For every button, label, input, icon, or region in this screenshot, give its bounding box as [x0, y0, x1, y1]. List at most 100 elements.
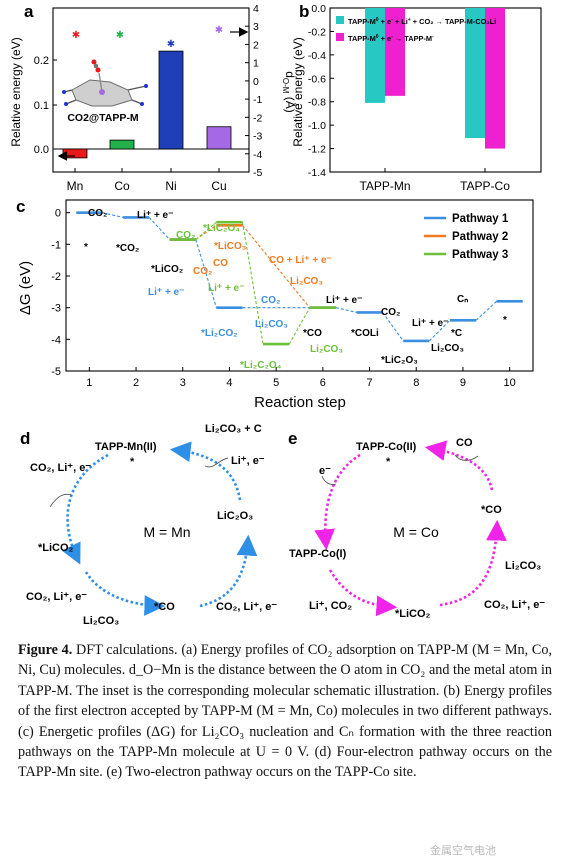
panel-c-yticks: -5 -4 -3 -2 -1 0	[51, 208, 70, 378]
panel-a-chart: 0.0 0.1 0.2 Relative energy (eV) -5-4-3-…	[9, 3, 298, 193]
c-connector-s1-1	[102, 212, 124, 218]
c-ann-li2c2o4: *Li₂C₂O₄	[240, 360, 282, 371]
legend-entry-2: TAPP-M0 + e- → TAPP-M-	[348, 34, 434, 43]
y2tick-3: -2	[253, 112, 262, 124]
e-li2co3: Li₂CO₃	[505, 560, 541, 572]
panel-c-series	[76, 211, 523, 346]
c-ann-co2-2: CO₂	[381, 307, 400, 318]
panel-a-yticks: 0.0 0.1 0.2	[34, 55, 57, 156]
c-xtick-9: 10	[504, 377, 516, 389]
e-hook-left	[321, 475, 337, 485]
c-ytick-4: -1	[51, 239, 61, 251]
caption-text: DFT calculations. (a) Energy profiles of…	[18, 642, 552, 781]
c-xtick-5: 6	[320, 377, 326, 389]
y2tick-2: -3	[253, 131, 262, 143]
panel-a-xticks: Mn Co Ni Cu	[67, 168, 227, 193]
panel-c-label: c	[16, 197, 25, 216]
xtick-ni: Ni	[165, 179, 176, 193]
panel-a-y2ticks: -5 -4 -3 -2 -1 0 1 2 3 4	[245, 3, 262, 179]
c-xtick-6: 7	[366, 377, 372, 389]
panel-b-legend: TAPP-M0 + e- + Li+ + CO₂ → TAPP-M-CO₂Li …	[336, 16, 496, 43]
b-bar-tapp-mn-s1	[365, 8, 385, 103]
c-ann-li2co3-2: Li₂CO₃	[431, 343, 464, 354]
e-lico2: *LiCO₂	[395, 608, 431, 620]
e-top-star: *	[386, 456, 391, 468]
b-bar-tapp-co-s1	[465, 8, 485, 139]
panel-a-label: a	[24, 2, 34, 21]
legend-1-lisup: +	[408, 17, 411, 23]
xtick-co: Co	[114, 179, 130, 193]
legend-entry-1: TAPP-M0 + e- + Li+ + CO₂ → TAPP-M-CO₂Li	[348, 17, 496, 26]
legend-1-tail: + CO₂ → TAPP-M-CO₂Li	[411, 17, 496, 26]
d-arrow-top	[169, 441, 242, 501]
b-ytick-7: 0.0	[311, 3, 326, 15]
c-ann-coli: *COLi	[351, 328, 379, 339]
panel-b-chart: -1.4 -1.2 -1.0 -0.8 -0.6 -0.4 -0.2 0.0 Relative…	[291, 3, 542, 193]
c-xtick-3: 4	[226, 377, 232, 389]
c-ann-li2co3-blue: Li₂CO₃	[255, 319, 288, 330]
panel-c-ylabel: ΔG (eV)	[17, 261, 34, 315]
d-hook-top	[204, 457, 229, 468]
c-ytick-0: -5	[51, 366, 61, 378]
marker-mn-icon: ✱	[72, 30, 80, 41]
d-left-in: CO₂, Li⁺, e⁻	[30, 462, 91, 474]
panel-a-bars	[62, 50, 232, 159]
c-ann-co2-orange: CO₂	[193, 266, 212, 277]
d-center: M = Mn	[143, 524, 190, 540]
c-connector-s1-8	[475, 300, 497, 321]
watermark: 金属空气电池	[430, 844, 496, 857]
c-ytick-2: -3	[51, 303, 61, 315]
legend-pathway-3: Pathway 3	[452, 249, 508, 261]
caption-label: Figure 4.	[18, 642, 73, 658]
e-e-in: e⁻	[319, 465, 331, 477]
c-ytick-1: -4	[51, 334, 61, 346]
c-ann-lico2: *LiCO₂	[151, 264, 183, 275]
y2tick-7: 2	[253, 39, 259, 51]
c-xtick-8: 9	[460, 377, 466, 389]
panel-a-ytick-1: 0.1	[34, 100, 49, 112]
c-connector-s3-2	[241, 222, 264, 345]
panel-e-label: e	[288, 429, 297, 448]
legend-1-prefix: TAPP-M	[348, 17, 376, 26]
marker-ni-icon: ✱	[167, 39, 175, 50]
d-bottom-out: Li₂CO₃	[83, 615, 119, 627]
y2tick-6: 1	[253, 58, 259, 70]
e-arrow-top	[424, 440, 494, 491]
panel-c-xlabel: Reaction step	[254, 394, 346, 411]
d-co: *CO	[154, 601, 175, 613]
c-xtick-4: 5	[273, 377, 279, 389]
legend-swatch-1	[336, 16, 344, 24]
c-ann-lie-blue: Li⁺ + e⁻	[148, 287, 184, 298]
e-co-out: CO	[456, 437, 473, 449]
c-ann-co-orange: CO	[213, 258, 228, 269]
d-right-in: CO₂, Li⁺, e⁻	[216, 601, 277, 613]
d-li-e: Li⁺, e⁻	[231, 455, 265, 467]
b-ytick-6: -0.2	[308, 26, 326, 38]
c-connector-s2-2	[242, 224, 311, 309]
panel-d-cycle: TAPP-Mn(II) * Li₂CO₃ + C Li⁺, e⁻ LiC₂O₃ …	[26, 423, 277, 627]
legend-swatch-2	[336, 33, 344, 41]
panel-a-ytick-2: 0.2	[34, 55, 49, 67]
panel-b-yticks: -1.4 -1.2 -1.0 -0.8 -0.6 -0.4 -0.2 0.0	[308, 3, 334, 179]
d-bottom-in: CO₂, Li⁺, e⁻	[26, 591, 87, 603]
e-co-ads: *CO	[481, 504, 502, 516]
panel-c-frame	[65, 199, 534, 372]
b-bar-tapp-mn-s2	[385, 8, 405, 96]
molecule-inset	[62, 59, 148, 107]
legend-1-esup: -	[391, 17, 393, 23]
c-connector-s2-1	[195, 224, 217, 241]
d-hook-left	[49, 493, 73, 508]
b-bar-tapp-co-s2	[485, 8, 505, 149]
y2tick-0: -5	[253, 167, 262, 179]
d-top-label: TAPP-Mn(II)	[95, 441, 157, 453]
c-ann-lie-green: Li⁺ + e⁻	[208, 283, 244, 294]
b-ytick-0: -1.4	[308, 167, 326, 179]
c-ann-star: *	[84, 242, 88, 253]
c-ann-co2: CO₂	[88, 208, 107, 219]
figure-caption: Figure 4. DFT calculations. (a) Energy p…	[18, 640, 552, 783]
panel-c-legend: Pathway 1 Pathway 2 Pathway 3	[424, 213, 509, 261]
e-tapp-co1: TAPP-Co(I)	[289, 548, 347, 560]
panel-a-distance-markers: ✱ ✱ ✱ ✱	[57, 25, 249, 161]
panel-c-xticks: 1 2 3 4 5 6 7 8 9 10	[86, 367, 516, 389]
